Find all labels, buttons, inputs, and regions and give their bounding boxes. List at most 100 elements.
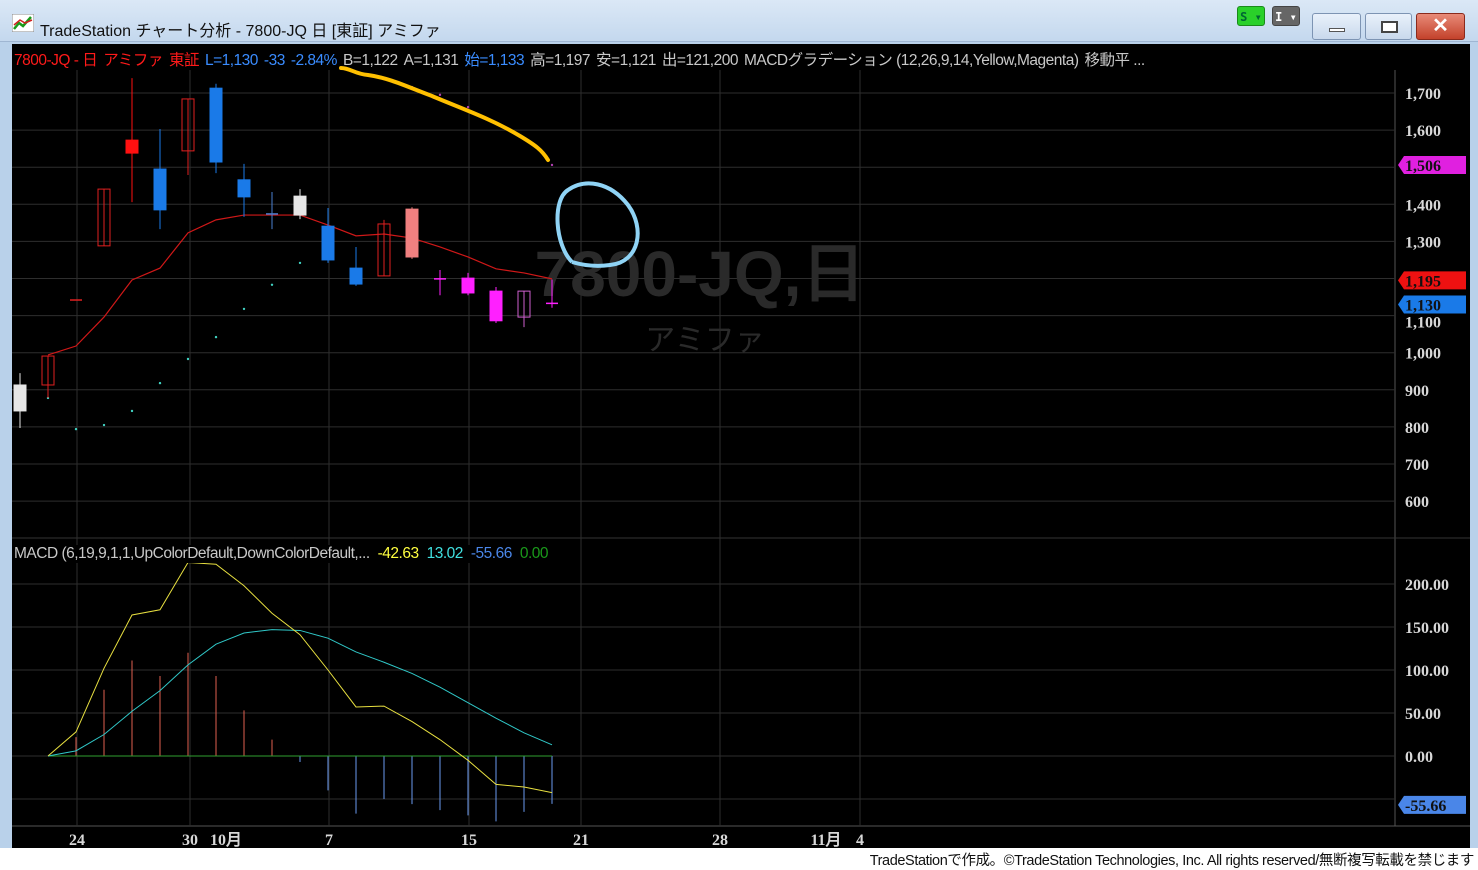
macd-info-item: -55.66 (470, 545, 512, 562)
candle-body (405, 208, 419, 258)
price-info-item: L=1,130 (204, 52, 258, 69)
price-tag-label: -55.66 (1405, 798, 1446, 815)
candle (153, 128, 167, 230)
macd-info-bar: MACD (6,19,9,1,1,UpColorDefault,DownColo… (14, 545, 563, 563)
price-tag-background (1398, 295, 1466, 314)
candle-body (321, 225, 335, 261)
price-info-item: アミファ (103, 52, 163, 69)
candle (405, 207, 419, 259)
maximize-icon (1381, 21, 1398, 33)
candle (13, 373, 27, 429)
tradestation-app-icon (12, 14, 34, 32)
candle-body (13, 384, 27, 412)
candle (237, 163, 251, 217)
price-tag-background (1398, 155, 1466, 174)
price-info-item: 始=1,133 (464, 52, 525, 69)
candle-body (517, 290, 531, 318)
price-info-item: B=1,122 (342, 52, 398, 69)
sar-dot (550, 163, 554, 167)
candle-body (209, 87, 223, 163)
candle (517, 290, 531, 328)
window-title-bar: TradeStation チャート分析 - 7800-JQ 日 [東証] アミフ… (0, 0, 1478, 42)
date-tick-label: 21 (573, 832, 589, 849)
candle (434, 269, 446, 296)
date-tick-label: 4 (856, 832, 864, 849)
candle-body (153, 168, 167, 211)
price-tag: 1,130 (1398, 295, 1466, 314)
maximize-button[interactable] (1365, 13, 1412, 40)
date-tick-label: 15 (461, 832, 477, 849)
candle (489, 287, 503, 324)
price-info-item: 東証 (168, 52, 200, 69)
candle (266, 192, 278, 230)
macd-info-item: 13.02 (426, 545, 464, 562)
price-tick-label: 700 (1405, 457, 1429, 474)
candle (209, 83, 223, 174)
chart-area[interactable] (12, 44, 1470, 848)
macd-info-item: MACD (6,19,9,1,1,UpColorDefault,DownColo… (14, 545, 370, 562)
candle (321, 208, 335, 263)
candle-body (181, 98, 195, 152)
sar-dot (130, 409, 134, 413)
candle (461, 272, 475, 296)
candle (293, 189, 307, 220)
close-button[interactable]: ✕ (1416, 13, 1465, 40)
price-tick-label: 1,700 (1405, 86, 1441, 103)
price-tick-label: 1,000 (1405, 346, 1441, 363)
price-tag-background (1398, 795, 1466, 814)
sar-dot (214, 335, 218, 339)
price-tick-label: 1,300 (1405, 234, 1441, 251)
date-tick-label: 24 (69, 832, 85, 849)
minimize-icon (1329, 28, 1345, 32)
price-tick-label: 800 (1405, 420, 1429, 437)
macd-line (47, 561, 553, 794)
sar-dot (466, 105, 470, 109)
price-tag-background (1398, 271, 1466, 290)
close-icon: ✕ (1432, 15, 1449, 37)
macd-tick-label: 0.00 (1405, 749, 1433, 766)
price-info-item: -33 (263, 52, 285, 69)
price-tag-label: 1,506 (1405, 158, 1441, 175)
price-info-bar: 7800-JQ - 日アミファ 東証 L=1,130 -33 -2.84% B=1,122… (14, 48, 1151, 70)
candle-body (125, 139, 139, 154)
candle-body (41, 355, 55, 386)
watermark-symbol: 7800-JQ,日 (535, 238, 866, 310)
candle (41, 355, 55, 398)
strategy-menu-button[interactable]: S ▾ (1237, 6, 1265, 26)
price-info-item: 出=121,200 (661, 52, 739, 69)
price-tick-label: 900 (1405, 383, 1429, 400)
candle-body (461, 277, 475, 294)
date-tick-label: 7 (325, 832, 333, 849)
macd-info-item: 0.00 (519, 545, 549, 562)
minimize-button[interactable] (1312, 13, 1361, 40)
price-info-item: 安=1,121 (596, 52, 656, 69)
date-tick-label: 10月 (210, 831, 242, 849)
candle (125, 78, 139, 203)
price-info-item: -2.84% (290, 52, 338, 69)
price-tick-label: 1,600 (1405, 123, 1441, 140)
candle (97, 188, 111, 247)
candle (377, 219, 391, 277)
candle-body (237, 179, 251, 198)
macd-info-item: -42.63 (377, 545, 419, 562)
macd-value-tag: -55.66 (1398, 795, 1466, 815)
indicator-menu-button[interactable]: I ▾ (1272, 6, 1300, 26)
candle-body (97, 188, 111, 247)
candle-body (293, 195, 307, 216)
price-info-item: 7800-JQ - 日 (14, 52, 98, 69)
candle (546, 279, 558, 308)
candle (181, 98, 195, 175)
price-tick-label: 1,100 (1405, 314, 1441, 331)
candle (349, 246, 363, 286)
price-info-item: 移動平 ... (1084, 52, 1146, 69)
sar-dot (298, 261, 302, 265)
macd-tick-label: 150.00 (1405, 620, 1449, 637)
date-tick-label: 30 (182, 832, 198, 849)
macd-tick-label: 200.00 (1405, 577, 1449, 594)
date-tick-label: 11月 (810, 831, 841, 849)
candle-body (489, 290, 503, 322)
price-tag: 1,506 (1398, 155, 1466, 175)
annotation-blue-circle (555, 181, 640, 268)
price-tick-label: 600 (1405, 494, 1429, 511)
